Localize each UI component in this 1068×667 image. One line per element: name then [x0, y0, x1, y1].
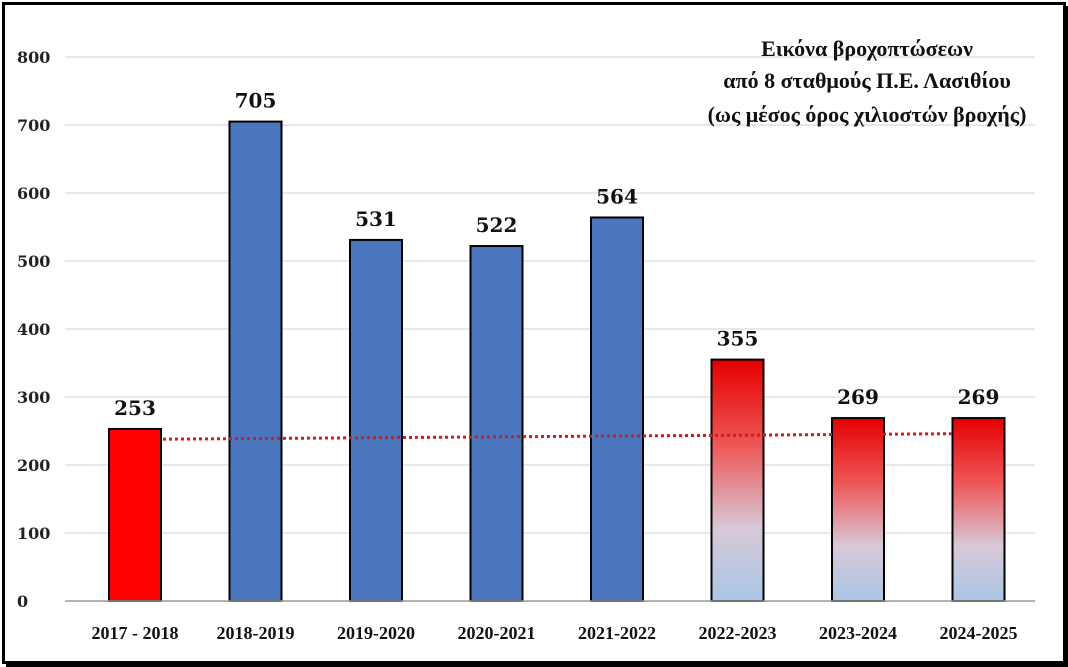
x-tick-label: 2017 - 2018	[92, 623, 179, 643]
bar-2021-2022	[590, 216, 644, 602]
x-axis: 2017 - 2018 2018-2019 2019-2020 2020-2021 20…	[65, 600, 1035, 643]
y-tick-label: 400	[17, 320, 50, 339]
y-tick-label: 700	[17, 116, 50, 135]
x-tick-label: 2020-2021	[458, 623, 536, 643]
y-tick-label: 200	[17, 456, 50, 475]
chart-title: Εικόνα βροχοπτώσεων από 8 σταθμούς Π.Ε. …	[708, 36, 1027, 127]
y-tick-label: 500	[17, 252, 50, 271]
y-tick-label: 800	[17, 48, 50, 67]
title-line-1: Εικόνα βροχοπτώσεων	[761, 36, 973, 61]
bars	[108, 120, 1006, 602]
bar-2020-2021	[469, 245, 524, 602]
x-tick-label: 2023-2024	[819, 623, 897, 643]
data-label: 355	[717, 327, 759, 351]
title-line-3: (ως μέσος όρος χιλιοστών βροχής)	[708, 102, 1027, 127]
data-label: 564	[596, 184, 638, 208]
data-label: 531	[355, 207, 397, 231]
x-tick-label: 2019-2020	[337, 623, 415, 643]
y-tick-label: 600	[17, 184, 50, 203]
x-tick-label: 2024-2025	[940, 623, 1018, 643]
x-tick-label: 2018-2019	[217, 623, 295, 643]
x-tick-label: 2021-2022	[578, 623, 656, 643]
bar-2022-2023	[710, 358, 765, 602]
x-tick-label: 2022-2023	[699, 623, 777, 643]
data-label: 253	[114, 396, 156, 420]
y-tick-label: 300	[17, 388, 50, 407]
rainfall-bar-chart: 0 100 200 300 400 500 600 700 800 253 705 531 522 56…	[17, 36, 1035, 643]
data-labels: 253 705 531 522 564 355 269 269	[114, 89, 999, 420]
data-label: 522	[476, 213, 518, 237]
title-line-2: από 8 σταθμούς Π.Ε. Λασιθίου	[723, 68, 1011, 93]
gridlines	[65, 56, 1035, 602]
data-label: 269	[837, 385, 879, 409]
y-tick-label: 100	[17, 524, 50, 543]
bar-2023-2024	[831, 417, 885, 602]
y-tick-label: 0	[17, 592, 28, 611]
bar-2017-2018	[108, 427, 162, 602]
data-label: 269	[958, 385, 1000, 409]
bar-2024-2025	[951, 417, 1006, 602]
bar-2019-2020	[349, 238, 403, 602]
data-label: 705	[235, 89, 277, 113]
bar-2018-2019	[228, 120, 283, 602]
y-axis: 0 100 200 300 400 500 600 700 800	[17, 48, 50, 611]
